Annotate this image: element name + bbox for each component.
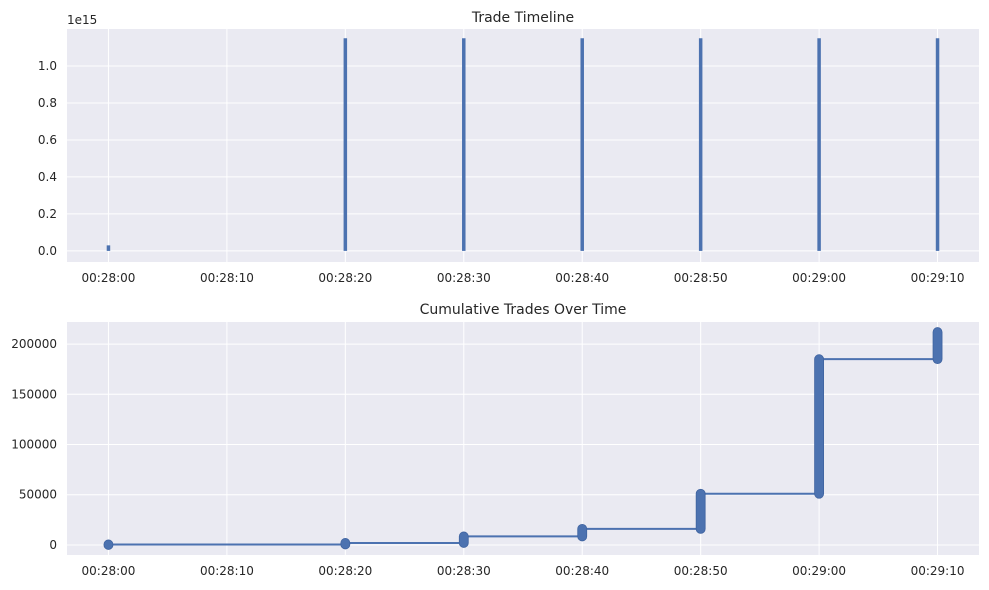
y-tick-label: 0.4 bbox=[38, 170, 57, 184]
x-tick-label: 00:28:40 bbox=[555, 564, 609, 578]
trade-bar bbox=[462, 38, 466, 251]
marker-cluster bbox=[577, 523, 588, 542]
y-offset-label: 1e15 bbox=[67, 13, 97, 27]
trade-bar bbox=[698, 38, 703, 251]
x-tick-label: 00:28:50 bbox=[674, 564, 728, 578]
y-tick-label: 150000 bbox=[11, 387, 57, 401]
y-tick-label: 0.8 bbox=[38, 96, 57, 110]
cumulative-trades-title: Cumulative Trades Over Time bbox=[420, 302, 627, 318]
trade-timeline-title: Trade Timeline bbox=[471, 10, 574, 26]
marker-cluster bbox=[340, 538, 351, 550]
trade-bar bbox=[817, 38, 821, 251]
x-tick-label: 00:28:50 bbox=[674, 271, 728, 285]
cumulative-trades-panel: Cumulative Trades Over Time 00:28:00 00:2… bbox=[11, 302, 979, 578]
marker-cluster bbox=[932, 327, 943, 365]
marker-cluster bbox=[695, 488, 706, 534]
x-tick-label: 00:28:30 bbox=[437, 271, 491, 285]
x-tick-label: 00:28:00 bbox=[82, 271, 136, 285]
x-tick-label: 00:28:00 bbox=[82, 564, 136, 578]
cumulative-trades-plot-area bbox=[67, 322, 979, 555]
y-tick-label: 200000 bbox=[11, 337, 57, 351]
y-tick-label: 0.6 bbox=[38, 133, 57, 147]
x-tick-label: 00:29:00 bbox=[792, 564, 846, 578]
trade-timeline-panel: Trade Timeline 1e15 00:28:00 00:28:10 00:2… bbox=[38, 10, 979, 285]
x-tick-label: 00:28:30 bbox=[437, 564, 491, 578]
trade-timeline-plot-area bbox=[67, 29, 979, 262]
y-tick-label: 0.0 bbox=[38, 244, 57, 258]
x-tick-label: 00:28:40 bbox=[555, 271, 609, 285]
x-tick-label: 00:29:00 bbox=[792, 271, 846, 285]
trade-bar bbox=[106, 245, 111, 251]
x-tick-label: 00:28:20 bbox=[318, 564, 372, 578]
trade-bar bbox=[343, 38, 348, 251]
y-tick-label: 50000 bbox=[19, 488, 57, 502]
y-tick-label: 1.0 bbox=[38, 59, 57, 73]
x-tick-label: 00:28:20 bbox=[318, 271, 372, 285]
x-tick-label: 00:29:10 bbox=[911, 271, 965, 285]
trade-bar bbox=[935, 38, 940, 251]
y-tick-label: 100000 bbox=[11, 438, 57, 452]
x-tick-label: 00:28:10 bbox=[200, 271, 254, 285]
marker-cluster bbox=[814, 354, 825, 499]
y-tick-label: 0 bbox=[49, 538, 57, 552]
y-tick-label: 0.2 bbox=[38, 207, 57, 221]
marker-cluster bbox=[458, 531, 469, 548]
trade-bar bbox=[580, 38, 584, 251]
marker-cluster bbox=[103, 539, 114, 550]
x-tick-label: 00:28:10 bbox=[200, 564, 254, 578]
x-tick-label: 00:29:10 bbox=[911, 564, 965, 578]
